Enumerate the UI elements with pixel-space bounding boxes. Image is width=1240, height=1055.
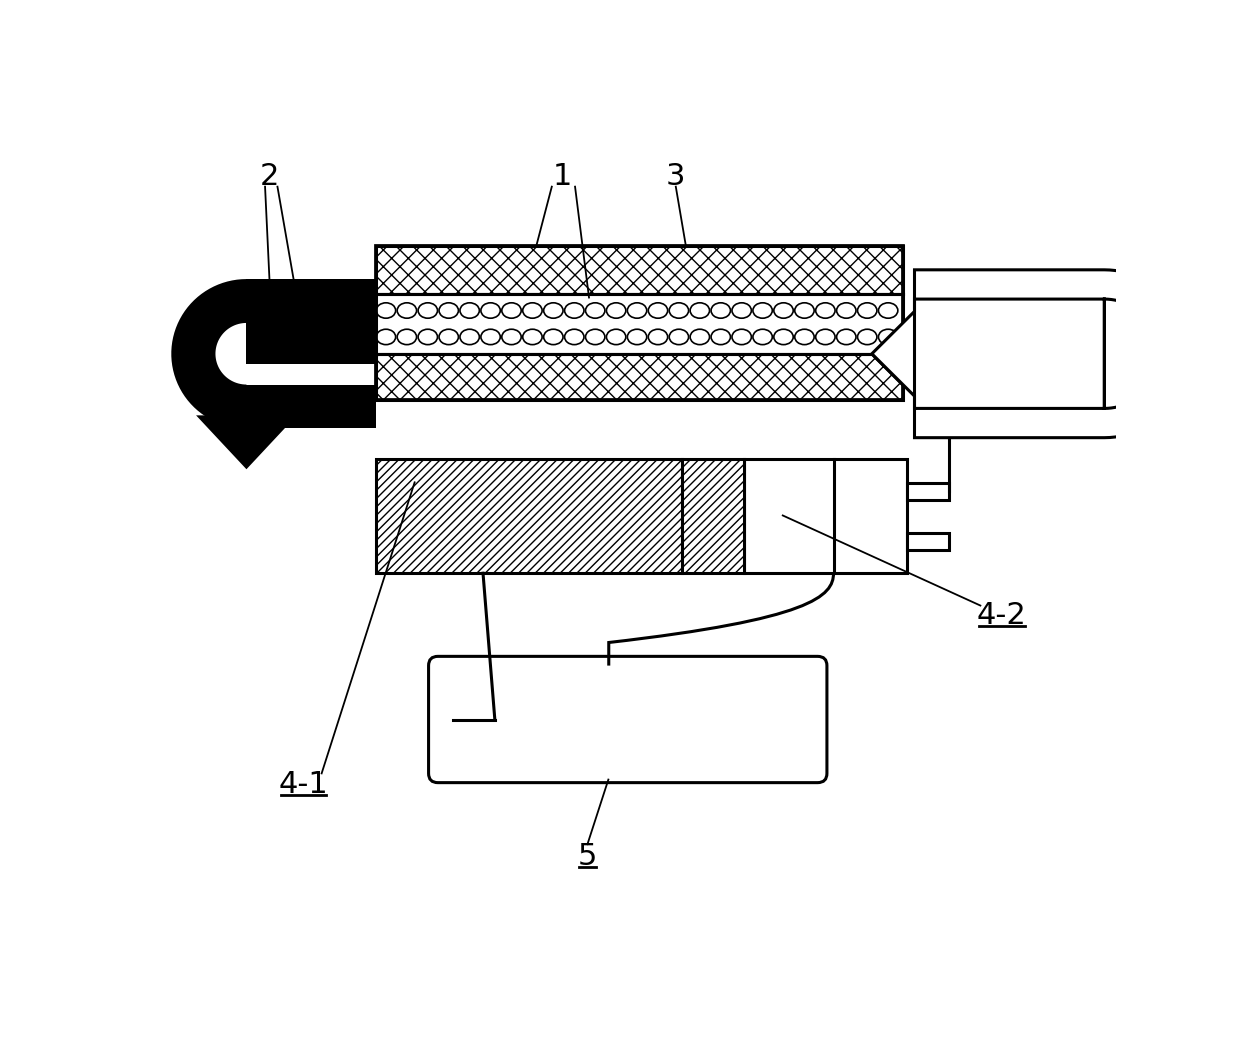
Ellipse shape [711, 329, 730, 345]
Ellipse shape [376, 329, 396, 345]
Text: 3: 3 [666, 162, 686, 191]
Ellipse shape [837, 303, 856, 319]
Bar [376, 246, 903, 293]
Ellipse shape [523, 329, 542, 345]
Ellipse shape [858, 329, 877, 345]
Ellipse shape [523, 303, 542, 319]
Ellipse shape [439, 303, 459, 319]
Ellipse shape [878, 303, 898, 319]
Ellipse shape [816, 303, 835, 319]
Text: 2: 2 [260, 162, 279, 191]
Ellipse shape [732, 303, 751, 319]
Ellipse shape [858, 303, 877, 319]
Bar [744, 459, 906, 573]
Ellipse shape [564, 303, 584, 319]
Bar [247, 281, 376, 364]
Bar [906, 533, 950, 550]
Ellipse shape [376, 303, 396, 319]
Ellipse shape [691, 303, 709, 319]
Text: 5: 5 [578, 842, 598, 871]
Ellipse shape [670, 303, 688, 319]
Ellipse shape [585, 329, 605, 345]
Ellipse shape [627, 303, 647, 319]
Ellipse shape [816, 329, 835, 345]
Ellipse shape [649, 329, 667, 345]
Text: 1: 1 [552, 162, 572, 191]
Ellipse shape [439, 329, 459, 345]
Bar [247, 280, 376, 323]
Ellipse shape [795, 329, 815, 345]
Ellipse shape [774, 329, 794, 345]
Ellipse shape [732, 329, 751, 345]
Ellipse shape [418, 303, 438, 319]
FancyBboxPatch shape [429, 656, 827, 783]
Ellipse shape [606, 329, 626, 345]
Ellipse shape [418, 329, 438, 345]
Ellipse shape [774, 303, 794, 319]
Bar [906, 483, 950, 500]
Text: 4-2: 4-2 [976, 601, 1027, 630]
Bar [376, 293, 903, 353]
Ellipse shape [753, 329, 773, 345]
Ellipse shape [481, 329, 500, 345]
Bar [376, 459, 682, 573]
Ellipse shape [691, 329, 709, 345]
Ellipse shape [543, 329, 563, 345]
Ellipse shape [627, 329, 647, 345]
Polygon shape [872, 270, 1189, 438]
Ellipse shape [795, 303, 815, 319]
Ellipse shape [543, 303, 563, 319]
Ellipse shape [481, 303, 500, 319]
Ellipse shape [502, 303, 521, 319]
Bar [376, 353, 903, 400]
Ellipse shape [502, 329, 521, 345]
Bar [228, 385, 264, 416]
Bar [682, 459, 744, 573]
Ellipse shape [460, 303, 480, 319]
Ellipse shape [585, 303, 605, 319]
Ellipse shape [564, 329, 584, 345]
Ellipse shape [878, 329, 898, 345]
Ellipse shape [397, 303, 417, 319]
Ellipse shape [711, 303, 730, 319]
Bar [247, 385, 376, 428]
Ellipse shape [606, 303, 626, 319]
Ellipse shape [397, 329, 417, 345]
Bar [376, 246, 903, 400]
Ellipse shape [649, 303, 667, 319]
Polygon shape [171, 280, 247, 428]
Ellipse shape [753, 303, 773, 319]
Text: 4-1: 4-1 [279, 770, 329, 800]
Polygon shape [196, 416, 296, 469]
Ellipse shape [837, 329, 856, 345]
Ellipse shape [460, 329, 480, 345]
Ellipse shape [670, 329, 688, 345]
